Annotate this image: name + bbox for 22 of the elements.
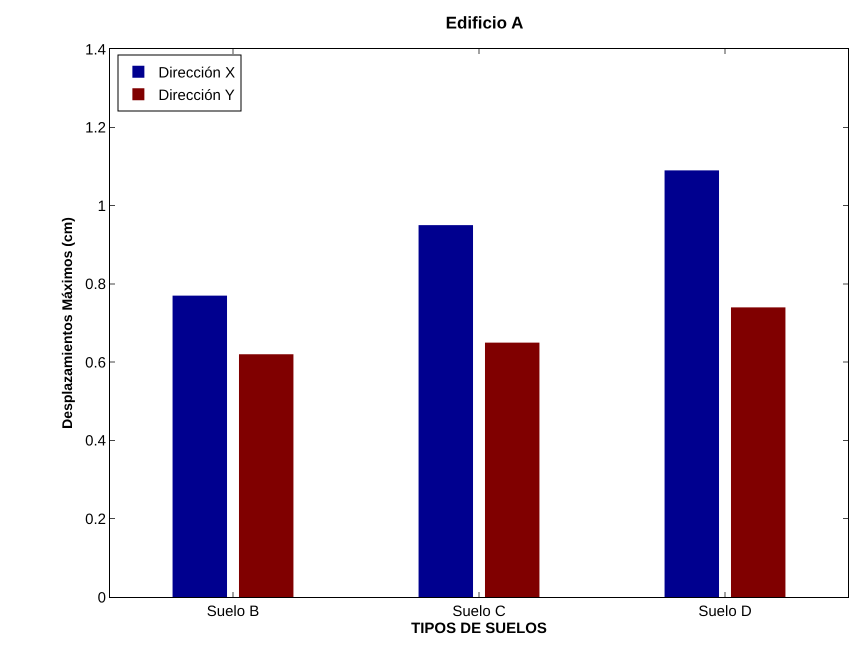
bar (172, 296, 228, 597)
bar (484, 342, 540, 597)
chart-title: Edificio A (446, 13, 524, 32)
bar (238, 354, 294, 597)
y-tick-label: 0.6 (85, 354, 106, 372)
y-tick-label: 1.4 (85, 41, 106, 58)
y-tick-label: 0 (98, 589, 106, 606)
x-tick-label: Suelo C (452, 603, 506, 620)
bar (664, 170, 720, 597)
y-tick-label: 0.8 (85, 276, 106, 294)
x-axis-title: TIPOS DE SUELOS (411, 620, 547, 637)
y-tick-label: 1.2 (85, 120, 106, 137)
y-tick-label: 0.4 (85, 432, 106, 450)
bar (418, 225, 474, 597)
y-tick-label: 1 (98, 198, 106, 215)
x-tick-label: Suelo B (206, 603, 260, 620)
y-axis-title: Desplazamientos Máximos (cm) (59, 217, 75, 429)
legend-label: Dirección Y (158, 87, 235, 104)
x-tick-label: Suelo D (698, 603, 752, 620)
legend-label: Dirección X (158, 64, 236, 82)
y-tick-label: 0.2 (85, 510, 106, 528)
bar (730, 307, 786, 597)
